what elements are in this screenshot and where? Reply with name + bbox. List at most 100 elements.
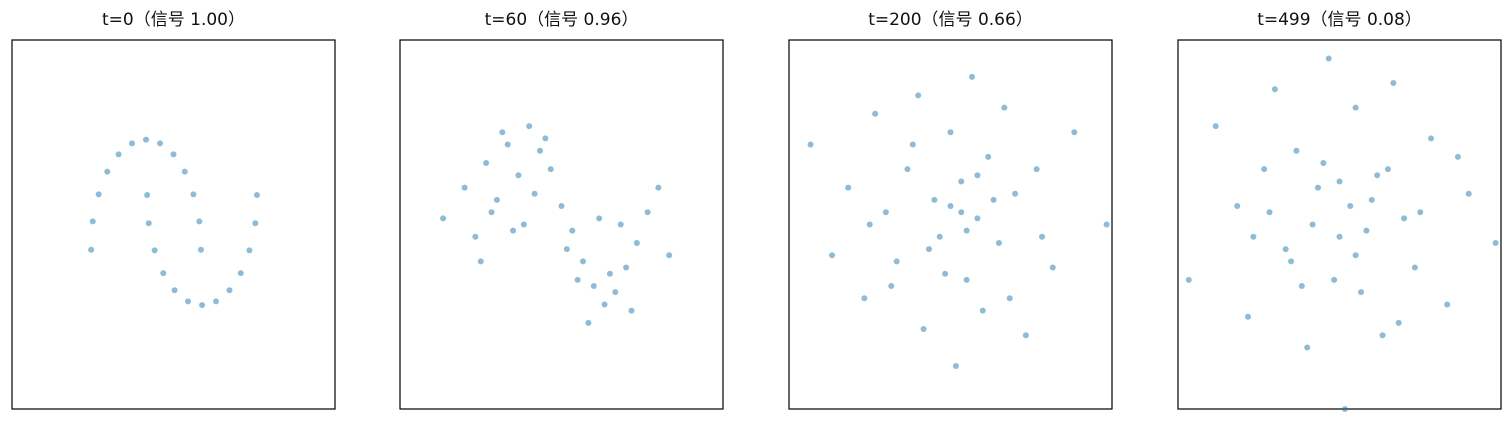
plot-frame bbox=[1177, 39, 1502, 410]
scatter-point bbox=[1006, 295, 1013, 302]
panel-title: t=200（信号 0.66） bbox=[868, 10, 1033, 30]
scatter-point bbox=[151, 247, 158, 254]
plot-frame bbox=[399, 39, 724, 410]
scatter-point bbox=[504, 141, 511, 148]
scatter-point bbox=[483, 160, 490, 166]
scatter-point bbox=[909, 141, 916, 148]
scatter-point bbox=[145, 220, 152, 227]
scatter-point bbox=[88, 246, 95, 253]
scatter-point bbox=[1352, 104, 1359, 111]
panel: t=0（信号 1.00） bbox=[11, 10, 336, 410]
scatter-point bbox=[969, 73, 976, 80]
scatter-point bbox=[1033, 166, 1040, 173]
plot-frame bbox=[788, 39, 1113, 410]
scatter-point bbox=[461, 184, 468, 191]
scatter-point bbox=[1368, 196, 1375, 203]
scatter-point bbox=[872, 110, 879, 117]
scatter-point bbox=[493, 196, 500, 203]
scatter-point bbox=[990, 196, 997, 203]
scatter-point bbox=[888, 283, 895, 289]
scatter-point bbox=[1363, 227, 1370, 234]
scatter-point bbox=[617, 221, 624, 228]
scatter-point bbox=[1428, 135, 1435, 142]
scatter-point bbox=[199, 302, 206, 309]
scatter-point bbox=[845, 184, 852, 191]
scatter-point bbox=[160, 270, 167, 277]
scatter-point bbox=[1212, 123, 1219, 130]
scatter-point bbox=[144, 191, 151, 198]
scatter-point bbox=[1395, 319, 1402, 326]
scatter-point bbox=[95, 191, 102, 198]
panel-title: t=60（信号 0.96） bbox=[485, 10, 639, 30]
scatter-point bbox=[596, 215, 603, 222]
scatter-point bbox=[1103, 221, 1110, 228]
scatter-point bbox=[1244, 313, 1251, 320]
scatter-point bbox=[547, 166, 554, 173]
scatter-point bbox=[1325, 55, 1332, 62]
scatter-point bbox=[1352, 252, 1359, 259]
scatter-point bbox=[196, 218, 203, 225]
scatter-point bbox=[499, 129, 506, 136]
scatter-point bbox=[181, 168, 188, 175]
scatter-point bbox=[1266, 209, 1273, 216]
scatter-point bbox=[979, 307, 986, 314]
scatter-point bbox=[531, 190, 538, 197]
scatter-point bbox=[1444, 301, 1451, 308]
scatter-point bbox=[1261, 166, 1268, 173]
scatter-point bbox=[861, 295, 868, 302]
scatter-point bbox=[157, 140, 164, 147]
scatter-point bbox=[590, 283, 597, 289]
scatter-point bbox=[536, 147, 543, 154]
scatter-point bbox=[472, 233, 479, 240]
scatter-point bbox=[915, 92, 922, 99]
scatter-point bbox=[1185, 276, 1192, 283]
scatter-point bbox=[974, 172, 981, 179]
scatter-point bbox=[666, 252, 673, 259]
scatter-point bbox=[963, 227, 970, 234]
scatter-point bbox=[947, 129, 954, 136]
scatter-point bbox=[1417, 209, 1424, 216]
scatter-point bbox=[974, 215, 981, 222]
scatter-point bbox=[1001, 104, 1008, 111]
scatter-point bbox=[633, 239, 640, 246]
scatter-point bbox=[1309, 221, 1316, 228]
scatter-point bbox=[1390, 80, 1397, 87]
scatter-point bbox=[1384, 166, 1391, 173]
scatter-point bbox=[1320, 160, 1327, 166]
scatter-point bbox=[1012, 190, 1019, 197]
scatter-point bbox=[1049, 264, 1056, 271]
scatter-point bbox=[488, 209, 495, 216]
scatter-point bbox=[942, 270, 949, 277]
scatter-point bbox=[1022, 332, 1029, 339]
scatter-point bbox=[515, 172, 522, 179]
scatter-point bbox=[1411, 264, 1418, 271]
scatter-point bbox=[185, 298, 192, 305]
scatter-point bbox=[520, 221, 527, 228]
scatter-point bbox=[1336, 178, 1343, 185]
scatter-point bbox=[190, 191, 197, 198]
scatter-point bbox=[89, 218, 96, 225]
scatter-point bbox=[1347, 203, 1354, 210]
scatter-point bbox=[893, 258, 900, 265]
scatter-point bbox=[1492, 239, 1499, 246]
scatter-point bbox=[170, 151, 177, 158]
scatter-point bbox=[1304, 344, 1311, 351]
scatter-point bbox=[925, 246, 932, 253]
scatter-point bbox=[606, 270, 613, 277]
scatter-point bbox=[226, 287, 233, 294]
panel-title: t=499（信号 0.08） bbox=[1257, 10, 1422, 30]
panel-title: t=0（信号 1.00） bbox=[102, 10, 245, 30]
scatter-point bbox=[143, 136, 150, 143]
scatter-point bbox=[1071, 129, 1078, 136]
scatter-point bbox=[1298, 283, 1305, 289]
scatter-point bbox=[574, 276, 581, 283]
scatter-point bbox=[580, 258, 587, 265]
scatter-point bbox=[1314, 184, 1321, 191]
scatter-point bbox=[1379, 332, 1386, 339]
scatter-point bbox=[1288, 258, 1295, 265]
scatter-point bbox=[1374, 172, 1381, 179]
scatter-point bbox=[252, 220, 259, 227]
scatter-point bbox=[477, 258, 484, 265]
scatter-point bbox=[612, 289, 619, 296]
